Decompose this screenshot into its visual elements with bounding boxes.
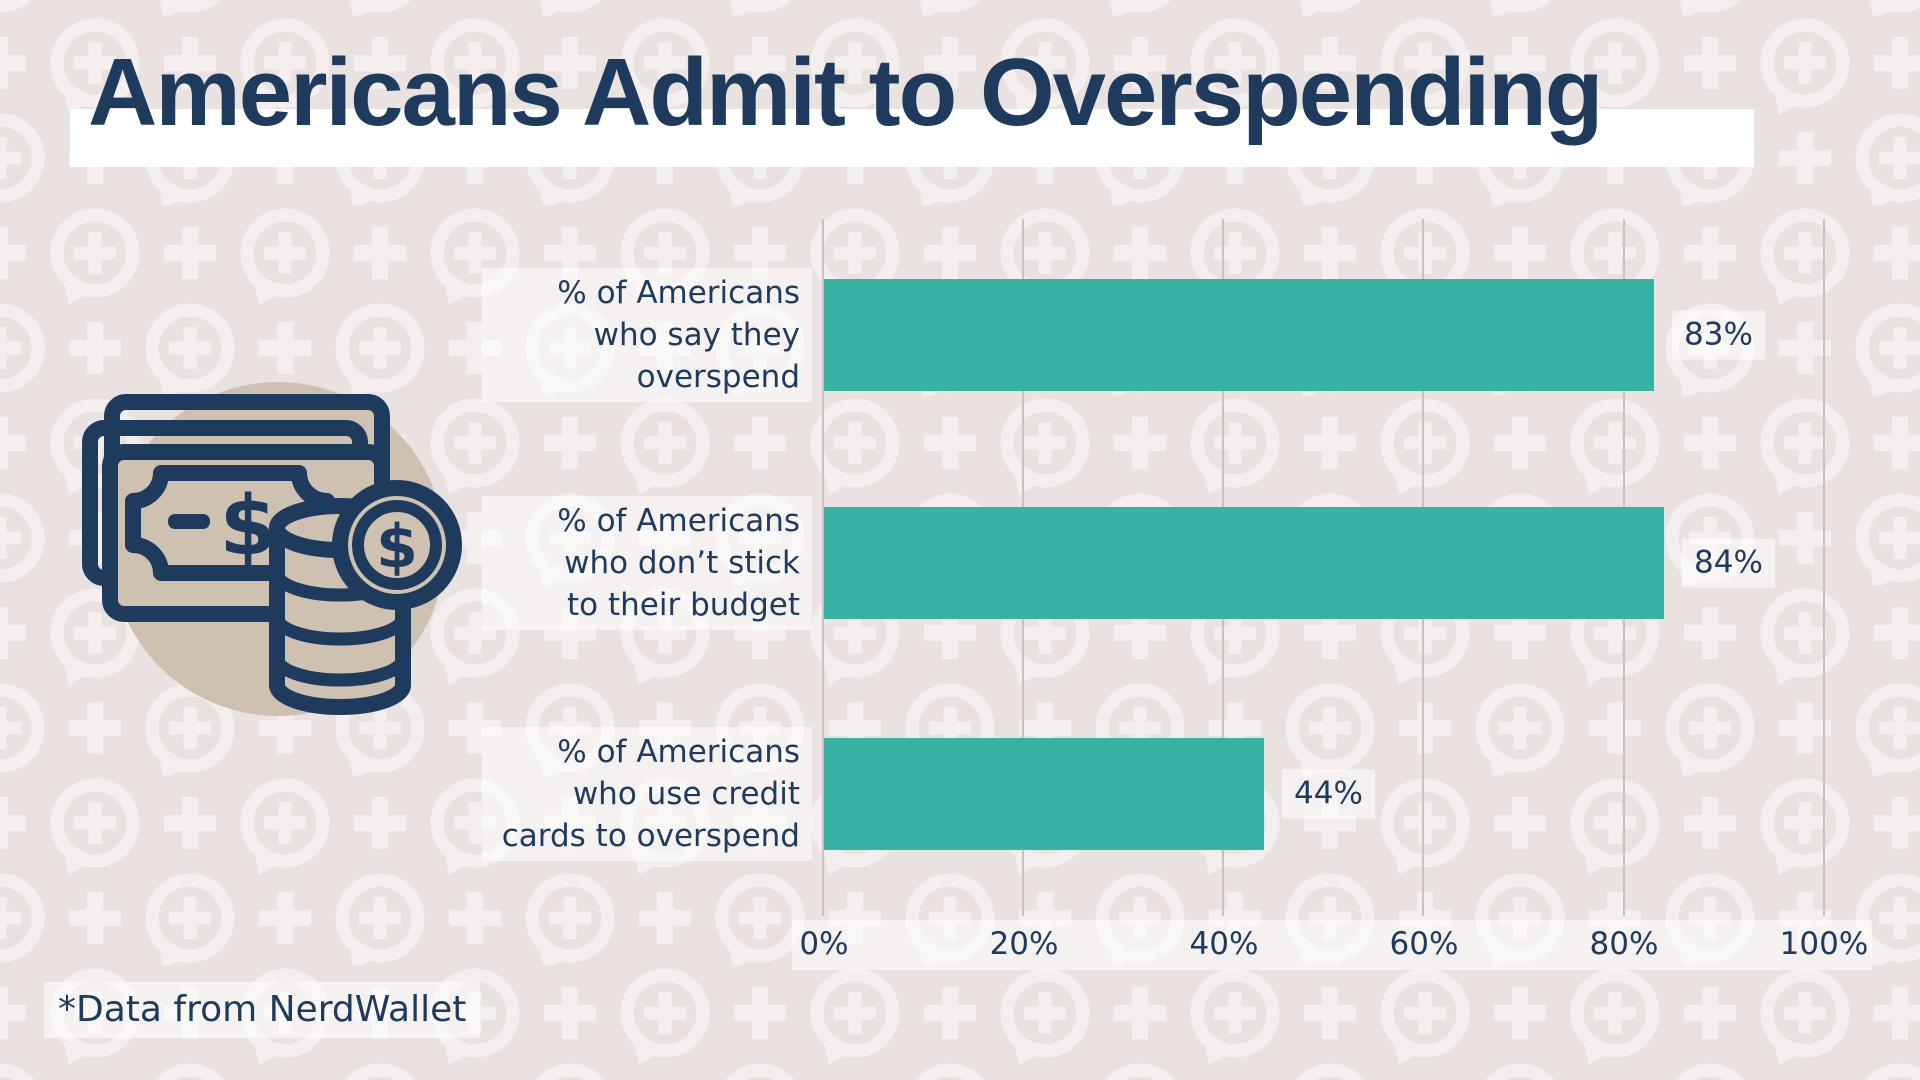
footnote-text: *Data from NerdWallet <box>58 989 467 1030</box>
bar-say-they-overspend <box>824 279 1654 391</box>
category-label-overspend: % of Americans who say they overspend <box>482 268 812 402</box>
data-source-footnote: *Data from NerdWallet <box>44 982 481 1038</box>
label-line: cards to overspend <box>501 818 800 854</box>
x-tick-100: 100% <box>1779 926 1869 962</box>
money-bills-coins-icon: $ $ <box>82 382 462 716</box>
label-line: % of Americans <box>557 503 800 539</box>
label-line: who say they <box>593 317 800 353</box>
gridline-0pct <box>822 219 824 916</box>
value-label-84pct: 84% <box>1682 538 1775 588</box>
gridline-100pct <box>1823 219 1825 916</box>
value-label-44pct: 44% <box>1282 769 1375 819</box>
label-line: % of Americans <box>557 734 800 770</box>
label-line: who use credit <box>572 776 800 812</box>
x-tick-60: 60% <box>1389 926 1459 962</box>
label-line: who don’t stick <box>564 545 800 581</box>
bar-dont-stick-to-budget <box>824 507 1664 619</box>
x-tick-80: 80% <box>1589 926 1659 962</box>
page-title: Americans Admit to Overspending <box>88 39 1603 146</box>
x-tick-40: 40% <box>1189 926 1259 962</box>
label-line: overspend <box>636 359 800 395</box>
x-tick-20: 20% <box>989 926 1059 962</box>
svg-text:$: $ <box>376 512 418 582</box>
svg-text:$: $ <box>219 479 276 574</box>
category-label-credit-cards: % of Americans who use credit cards to o… <box>482 727 812 861</box>
title-highlight-band <box>70 109 1754 167</box>
x-tick-0: 0% <box>799 926 849 962</box>
label-line: to their budget <box>567 587 800 623</box>
bar-credit-cards-overspend <box>824 738 1264 850</box>
label-line: % of Americans <box>557 275 800 311</box>
category-label-budget: % of Americans who don’t stick to their … <box>482 496 812 630</box>
axis-label-band <box>792 920 1872 970</box>
value-label-83pct: 83% <box>1672 310 1765 360</box>
